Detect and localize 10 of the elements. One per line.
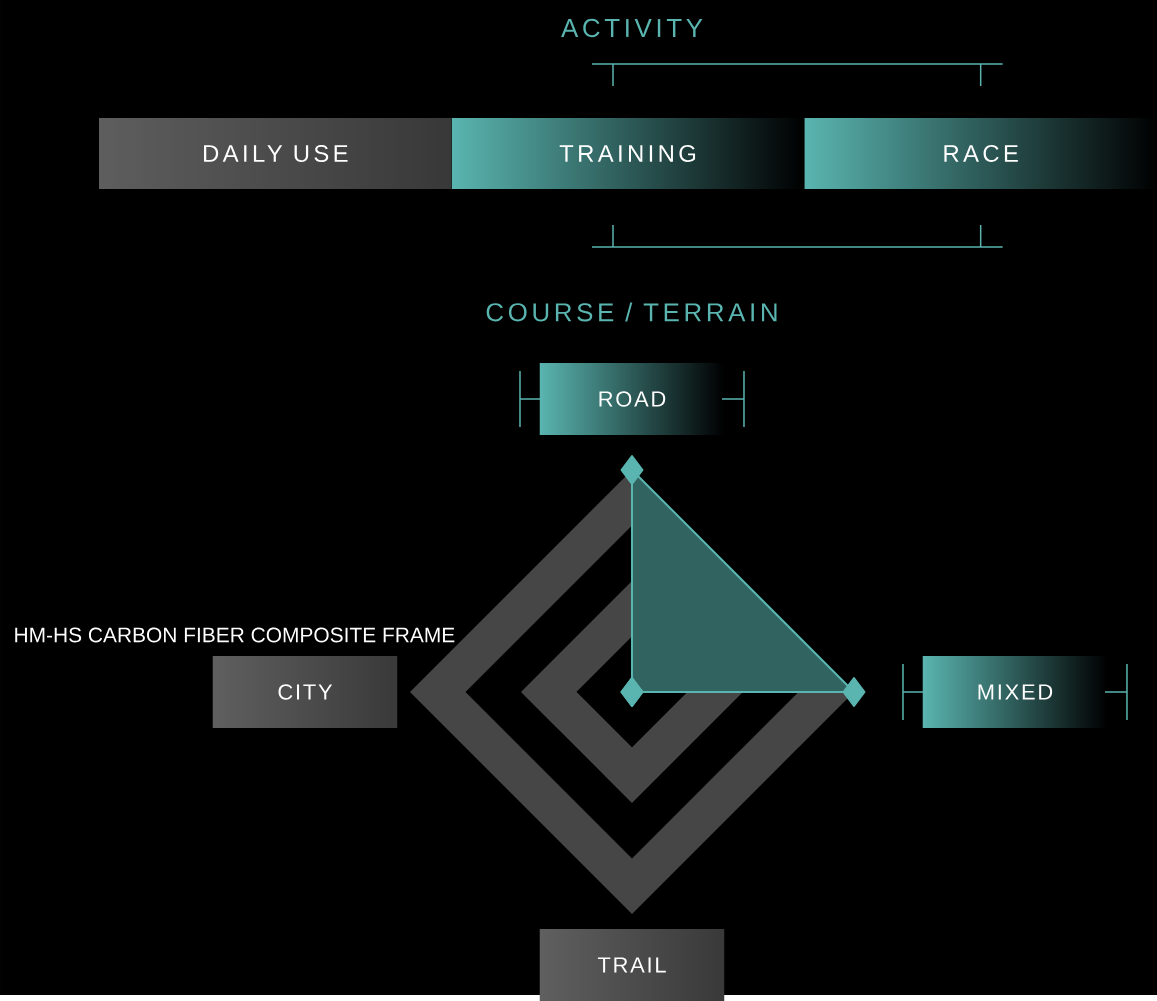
text: HM-HS CARBON FIBER COMPOSITE FRAME [15,627,455,643]
spoke-label: CITY [278,684,333,700]
category-label: DAILY USE [204,145,348,162]
text: ACTIVITY [561,18,703,38]
category-label: TRAINING [559,145,696,162]
category-label: RACE [944,145,1018,162]
spoke-label: MIXED [978,684,1053,700]
chart-title: COURSE / TERRAIN [486,302,777,322]
spoke-label: TRAIL [597,957,666,973]
spoke-label: ROAD [599,391,666,407]
